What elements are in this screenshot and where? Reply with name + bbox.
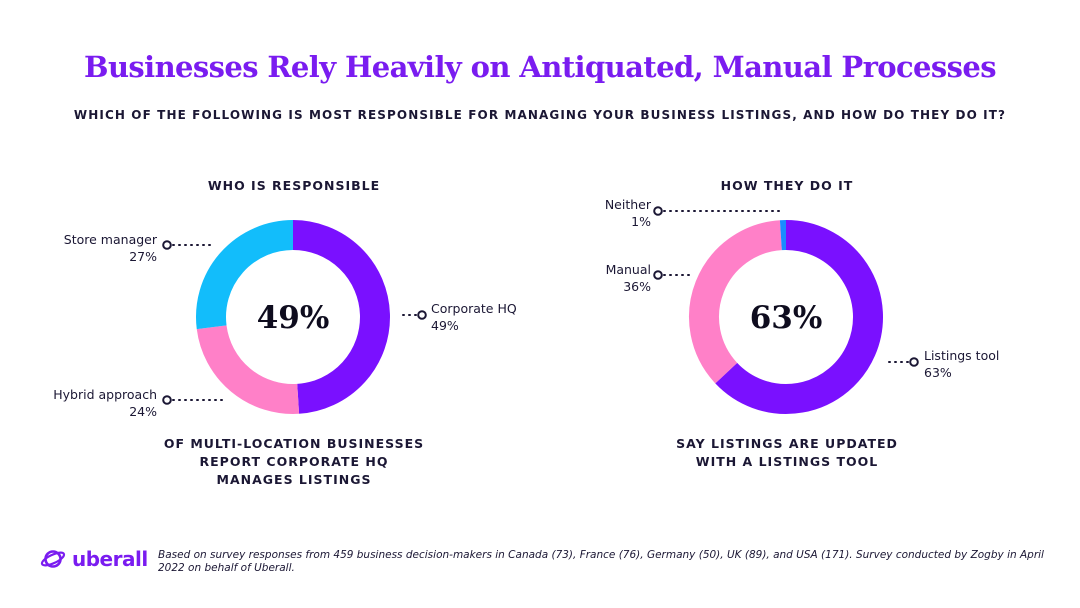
chart-1-caption-line-2: REPORT CORPORATE HQ [199, 454, 389, 469]
slice-label-corporate-hq: Corporate HQ 49% [431, 300, 551, 334]
page-subtitle: WHICH OF THE FOLLOWING IS MOST RESPONSIB… [73, 108, 1007, 122]
slice-value: 36% [623, 279, 651, 294]
donut-slice-corporate-hq [292, 220, 390, 414]
chart-2-caption: SAY LISTINGS ARE UPDATED WITH A LISTINGS… [637, 435, 937, 471]
footnote: Based on survey responses from 459 busin… [158, 549, 1044, 574]
donut-slice-hybrid-approach [196, 324, 300, 414]
brand-name: uberall [72, 547, 148, 571]
chart-1-title: WHO IS RESPONSIBLE [207, 178, 381, 193]
leader-dot-store-manager [162, 240, 172, 250]
slice-value: 63% [924, 365, 952, 380]
leader-dot-manual [653, 270, 663, 280]
slice-name: Manual [605, 262, 651, 277]
page-title: Businesses Rely Heavily on Antiquated, M… [84, 50, 997, 84]
chart-2-caption-line-1: SAY LISTINGS ARE UPDATED [676, 436, 898, 451]
slice-name: Neither [604, 197, 651, 212]
leader-dot-corporate-hq [417, 310, 427, 320]
leader-dot-listings-tool [909, 357, 919, 367]
chart-1-caption-line-1: OF MULTI-LOCATION BUSINESSES [163, 436, 425, 451]
slice-name: Listings tool [924, 348, 1000, 363]
chart-1-caption: OF MULTI-LOCATION BUSINESSES REPORT CORP… [144, 435, 444, 489]
donut-1-group: 49% [162, 220, 427, 414]
planet-icon [40, 550, 66, 568]
leader-dot-hybrid-approach [162, 395, 172, 405]
slice-label-neither: Neither 1% [560, 196, 651, 230]
chart-2-caption-line-2: WITH A LISTINGS TOOL [695, 454, 879, 469]
donut-2-group: 63% [653, 206, 919, 414]
chart-2-title: HOW THEY DO IT [720, 178, 854, 193]
slice-value: 27% [129, 249, 157, 264]
slice-label-manual: Manual 36% [560, 261, 651, 295]
slice-value: 24% [129, 404, 157, 419]
slice-name: Store manager [63, 232, 157, 247]
slice-value: 1% [631, 214, 651, 229]
uberall-logo: uberall [40, 546, 148, 572]
slice-label-listings-tool: Listings tool 63% [924, 347, 1044, 381]
donut-center-value: 63% [750, 300, 823, 336]
donut-slice-listings-tool [715, 220, 883, 414]
slice-value: 49% [431, 318, 459, 333]
chart-1-caption-line-3: MANAGES LISTINGS [216, 472, 372, 487]
donut-center-value: 49% [257, 300, 330, 336]
slice-label-store-manager: Store manager 27% [40, 231, 157, 265]
slice-name: Corporate HQ [431, 301, 517, 316]
donut-slice-manual [689, 220, 783, 384]
slice-label-hybrid-approach: Hybrid approach 24% [40, 386, 157, 420]
donut-slice-store-manager [196, 220, 294, 330]
slice-name: Hybrid approach [53, 387, 157, 402]
leader-dot-neither [653, 206, 663, 216]
